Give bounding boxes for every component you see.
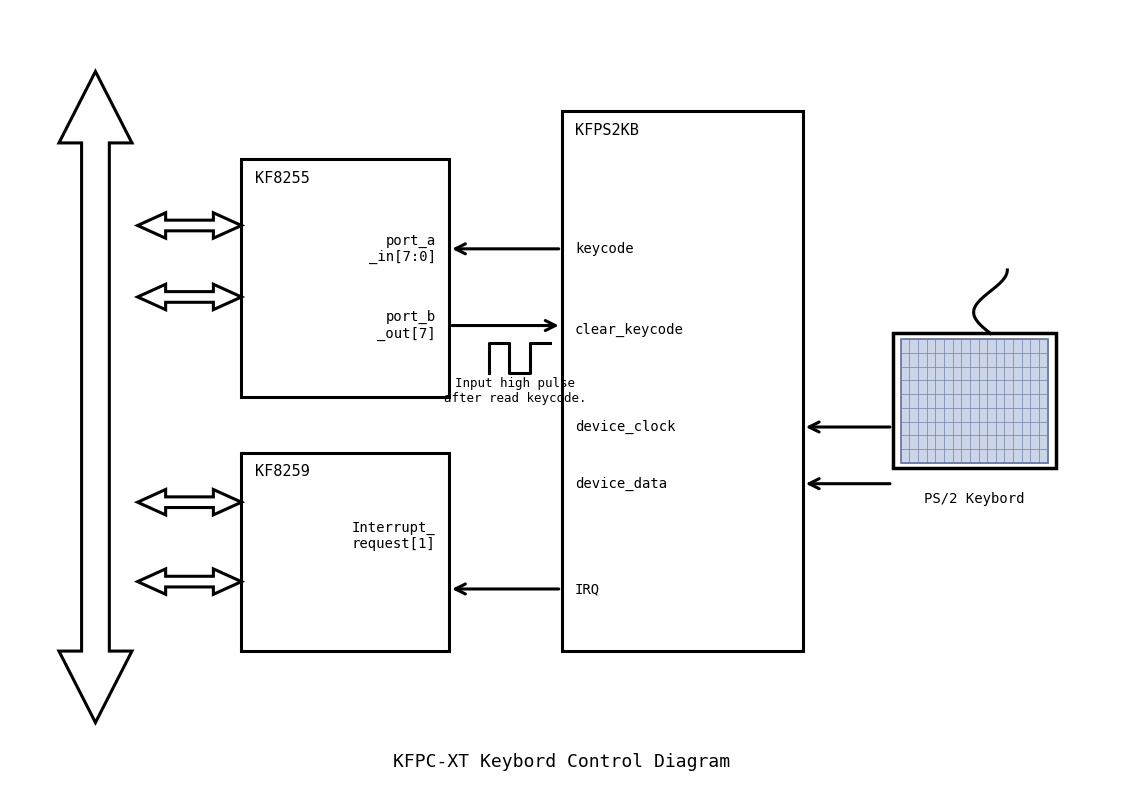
Text: port_b
_out[7]: port_b _out[7] <box>377 310 436 341</box>
Text: KFPS2KB: KFPS2KB <box>575 123 639 138</box>
Text: keycode: keycode <box>575 242 633 256</box>
Text: IRQ: IRQ <box>575 582 600 596</box>
Bar <box>241 453 449 651</box>
Text: KF8255: KF8255 <box>255 171 310 186</box>
Polygon shape <box>138 569 241 594</box>
Bar <box>901 339 1048 463</box>
Text: device_data: device_data <box>575 476 667 491</box>
Text: port_a
_in[7:0]: port_a _in[7:0] <box>368 234 436 264</box>
Text: Interrupt_
request[1]: Interrupt_ request[1] <box>351 521 436 551</box>
Bar <box>562 111 803 651</box>
Polygon shape <box>138 489 241 515</box>
Polygon shape <box>138 213 241 238</box>
Text: KF8259: KF8259 <box>255 464 310 480</box>
Text: clear_keycode: clear_keycode <box>575 322 684 337</box>
Bar <box>893 333 1056 468</box>
Polygon shape <box>138 284 241 310</box>
Text: device_clock: device_clock <box>575 420 675 434</box>
Text: PS/2 Keybord: PS/2 Keybord <box>924 492 1024 507</box>
Text: Input high pulse
after read keycode.: Input high pulse after read keycode. <box>445 377 586 405</box>
Polygon shape <box>60 71 133 723</box>
Bar <box>241 159 449 397</box>
Text: KFPC-XT Keybord Control Diagram: KFPC-XT Keybord Control Diagram <box>393 754 730 771</box>
